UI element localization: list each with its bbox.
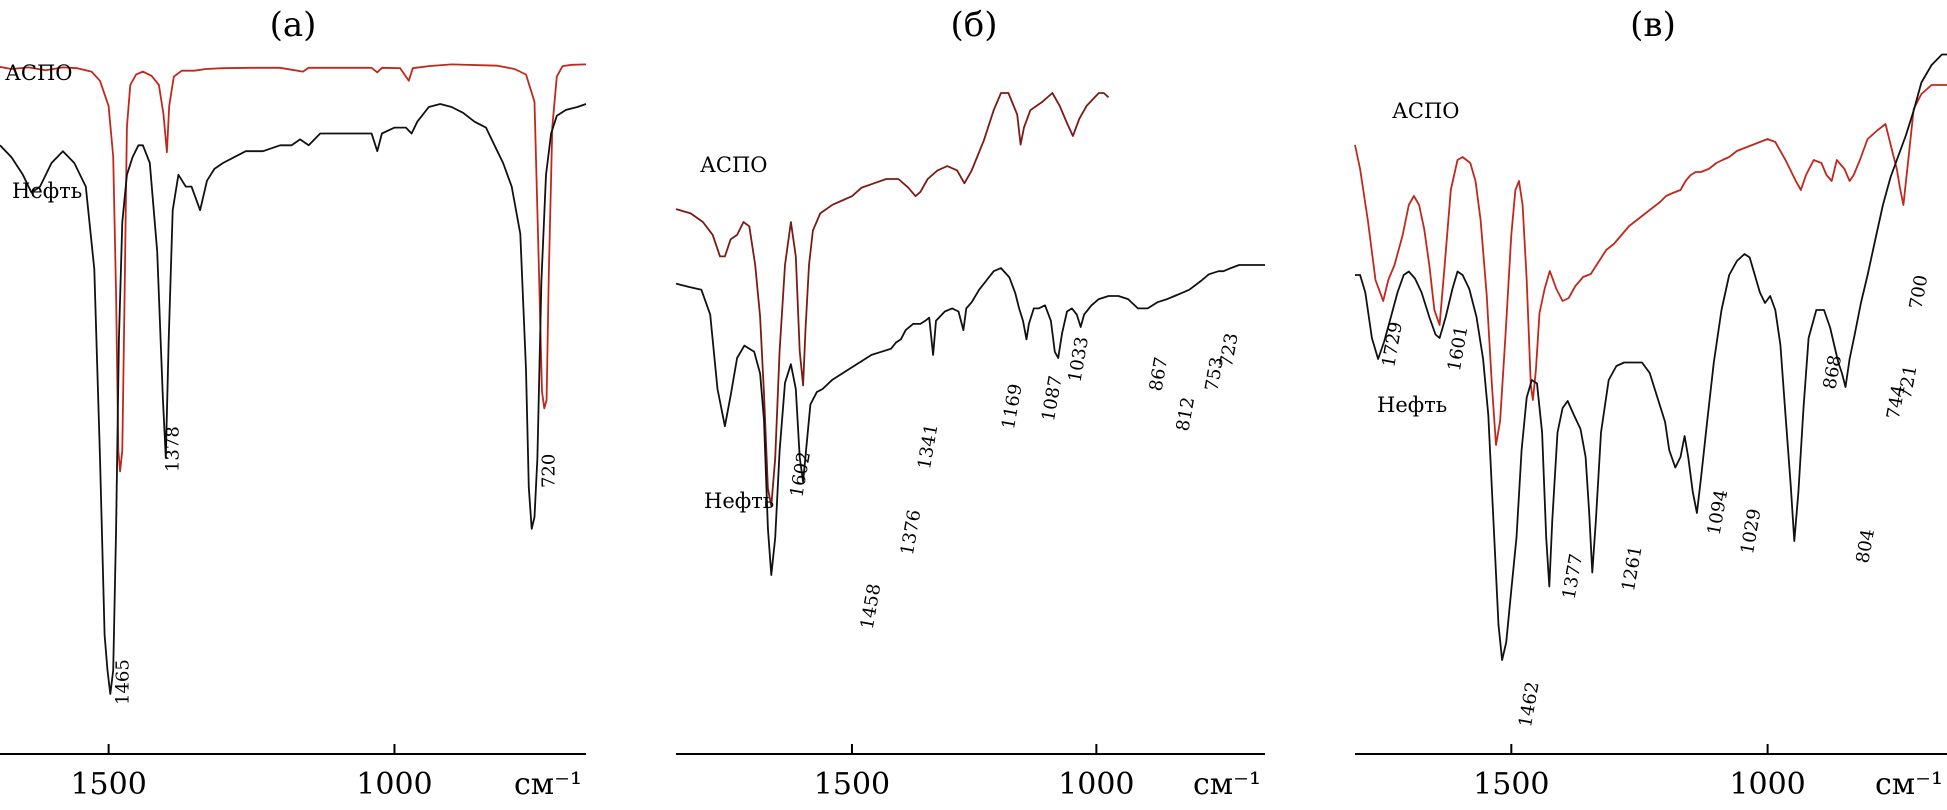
x-tick-label: 1500	[1473, 767, 1549, 802]
x-axis-unit-label: см⁻¹	[1875, 767, 1943, 802]
peak-label: 1465	[113, 659, 134, 705]
peak-label: 867	[1146, 355, 1173, 392]
x-tick-label: 1500	[70, 767, 146, 802]
spectrum-line-oil	[0, 103, 587, 695]
peak-label: 1087	[1038, 374, 1067, 423]
peak-label: 1261	[1618, 544, 1647, 593]
panel-title: (б)	[951, 5, 998, 45]
series-label-oil: Нефть	[12, 179, 82, 203]
peak-label: 1341	[914, 422, 943, 471]
spectrum-line-aspo	[675, 92, 1110, 507]
peak-label: 868	[1820, 353, 1847, 390]
panel-title: (а)	[270, 5, 317, 45]
x-axis-unit-label: см⁻¹	[1193, 767, 1261, 802]
peak-label: 1378	[162, 426, 183, 472]
series-label-aspo: АСПО	[700, 153, 768, 177]
chart-panel-2: (б) АСПО Нефть 1602 1458 1376 1341 1169 10871033…	[675, 5, 1265, 802]
spectrum-line-oil	[1355, 53, 1947, 661]
peak-label: 1462	[1515, 680, 1544, 729]
peak-label: 721	[1895, 363, 1922, 400]
peak-label: 1377	[1559, 552, 1588, 601]
peak-label: 1376	[897, 508, 926, 557]
series-label-aspo: АСПО	[1392, 99, 1460, 123]
x-axis-unit-label: см⁻¹	[514, 767, 582, 802]
spectrum-line-oil	[675, 264, 1265, 576]
spectrum-line-aspo	[0, 63, 587, 473]
spectrum-line-aspo	[1354, 84, 1947, 446]
peak-label: 804	[1852, 527, 1879, 564]
chart-panel-3: (в) АСПО Нефть 1729 1601 1462 1377 1261 1094 1029…	[1354, 5, 1947, 802]
peak-label: 1169	[998, 382, 1027, 431]
series-label-aspo: АСПО	[5, 61, 73, 85]
peak-label: 1094	[1704, 488, 1733, 537]
peak-label: 812	[1173, 395, 1200, 432]
peak-label: 1458	[857, 582, 886, 631]
x-tick-label: 1000	[1729, 767, 1805, 802]
peak-label: 700	[1906, 273, 1933, 310]
peak-label: 1033	[1064, 335, 1093, 384]
chart-panel-1: (а) АСПО Нефть 1465 1378 720 1500 1000 см⁻¹	[0, 5, 587, 802]
x-tick-label: 1000	[356, 767, 432, 802]
x-tick-label: 1000	[1058, 767, 1134, 802]
x-tick-label: 1500	[814, 767, 890, 802]
peak-label: 720	[539, 454, 560, 488]
series-label-oil: Нефть	[1377, 393, 1447, 417]
series-label-oil: Нефть	[704, 489, 774, 513]
peak-label: 1602	[786, 450, 815, 499]
panel-title: (в)	[1630, 5, 1676, 45]
peak-label: 1029	[1737, 507, 1766, 556]
peak-label: 1601	[1444, 324, 1473, 373]
peak-label: 723	[1216, 331, 1243, 368]
peak-label: 1729	[1378, 320, 1407, 369]
